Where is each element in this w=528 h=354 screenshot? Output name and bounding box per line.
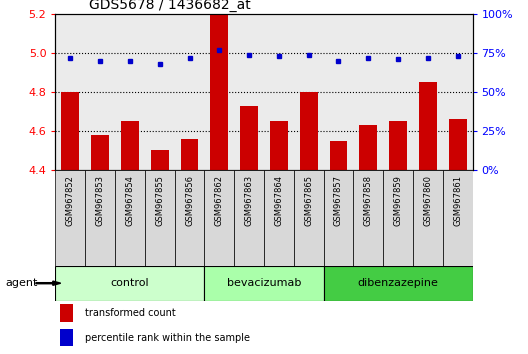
Text: GSM967860: GSM967860 [423,175,432,226]
Bar [383,14,413,170]
Bar [234,170,264,266]
Text: GSM967855: GSM967855 [155,175,164,225]
Bar [270,121,288,170]
Bar [353,14,383,170]
Bar [264,170,294,266]
Text: agent: agent [5,278,37,288]
Text: GSM967858: GSM967858 [364,175,373,226]
Text: percentile rank within the sample: percentile rank within the sample [84,333,250,343]
Bar [324,266,473,301]
Bar [443,14,473,170]
Bar [60,329,73,347]
Bar [204,170,234,266]
Bar [145,14,175,170]
Bar [115,170,145,266]
Bar [324,170,353,266]
Bar [234,14,264,170]
Text: GSM967861: GSM967861 [453,175,462,226]
Text: GSM967853: GSM967853 [96,175,105,226]
Text: GSM967857: GSM967857 [334,175,343,226]
Text: GSM967864: GSM967864 [275,175,284,226]
Text: GSM967862: GSM967862 [215,175,224,226]
Text: GSM967865: GSM967865 [304,175,313,226]
Bar [91,135,109,170]
Bar [85,170,115,266]
Bar [443,170,473,266]
Bar [329,141,347,170]
Bar [294,14,324,170]
Bar [61,92,79,170]
Text: GSM967852: GSM967852 [66,175,75,225]
Bar [121,121,139,170]
Bar [264,14,294,170]
Text: bevacizumab: bevacizumab [227,278,301,288]
Text: transformed count: transformed count [84,308,175,318]
Bar [360,125,377,170]
Bar [55,170,85,266]
Bar [115,14,145,170]
Bar [145,170,175,266]
Text: GSM967863: GSM967863 [244,175,253,226]
Text: dibenzazepine: dibenzazepine [357,278,439,288]
Text: control: control [110,278,149,288]
Bar [300,92,318,170]
Bar [210,14,228,170]
Bar [324,14,353,170]
Bar [55,266,204,301]
Bar [60,304,73,322]
Text: GSM967859: GSM967859 [393,175,402,225]
Bar [204,266,324,301]
Bar [389,121,407,170]
Text: GDS5678 / 1436682_at: GDS5678 / 1436682_at [89,0,251,12]
Bar [181,139,199,170]
Bar [151,150,168,170]
Bar [240,105,258,170]
Bar [413,170,443,266]
Bar [413,14,443,170]
Bar [294,170,324,266]
Bar [204,14,234,170]
Text: GSM967854: GSM967854 [126,175,135,225]
Bar [175,170,204,266]
Bar [85,14,115,170]
Bar [55,14,85,170]
Bar [449,119,467,170]
Bar [353,170,383,266]
Bar [383,170,413,266]
Bar [175,14,204,170]
Bar [419,82,437,170]
Text: GSM967856: GSM967856 [185,175,194,226]
